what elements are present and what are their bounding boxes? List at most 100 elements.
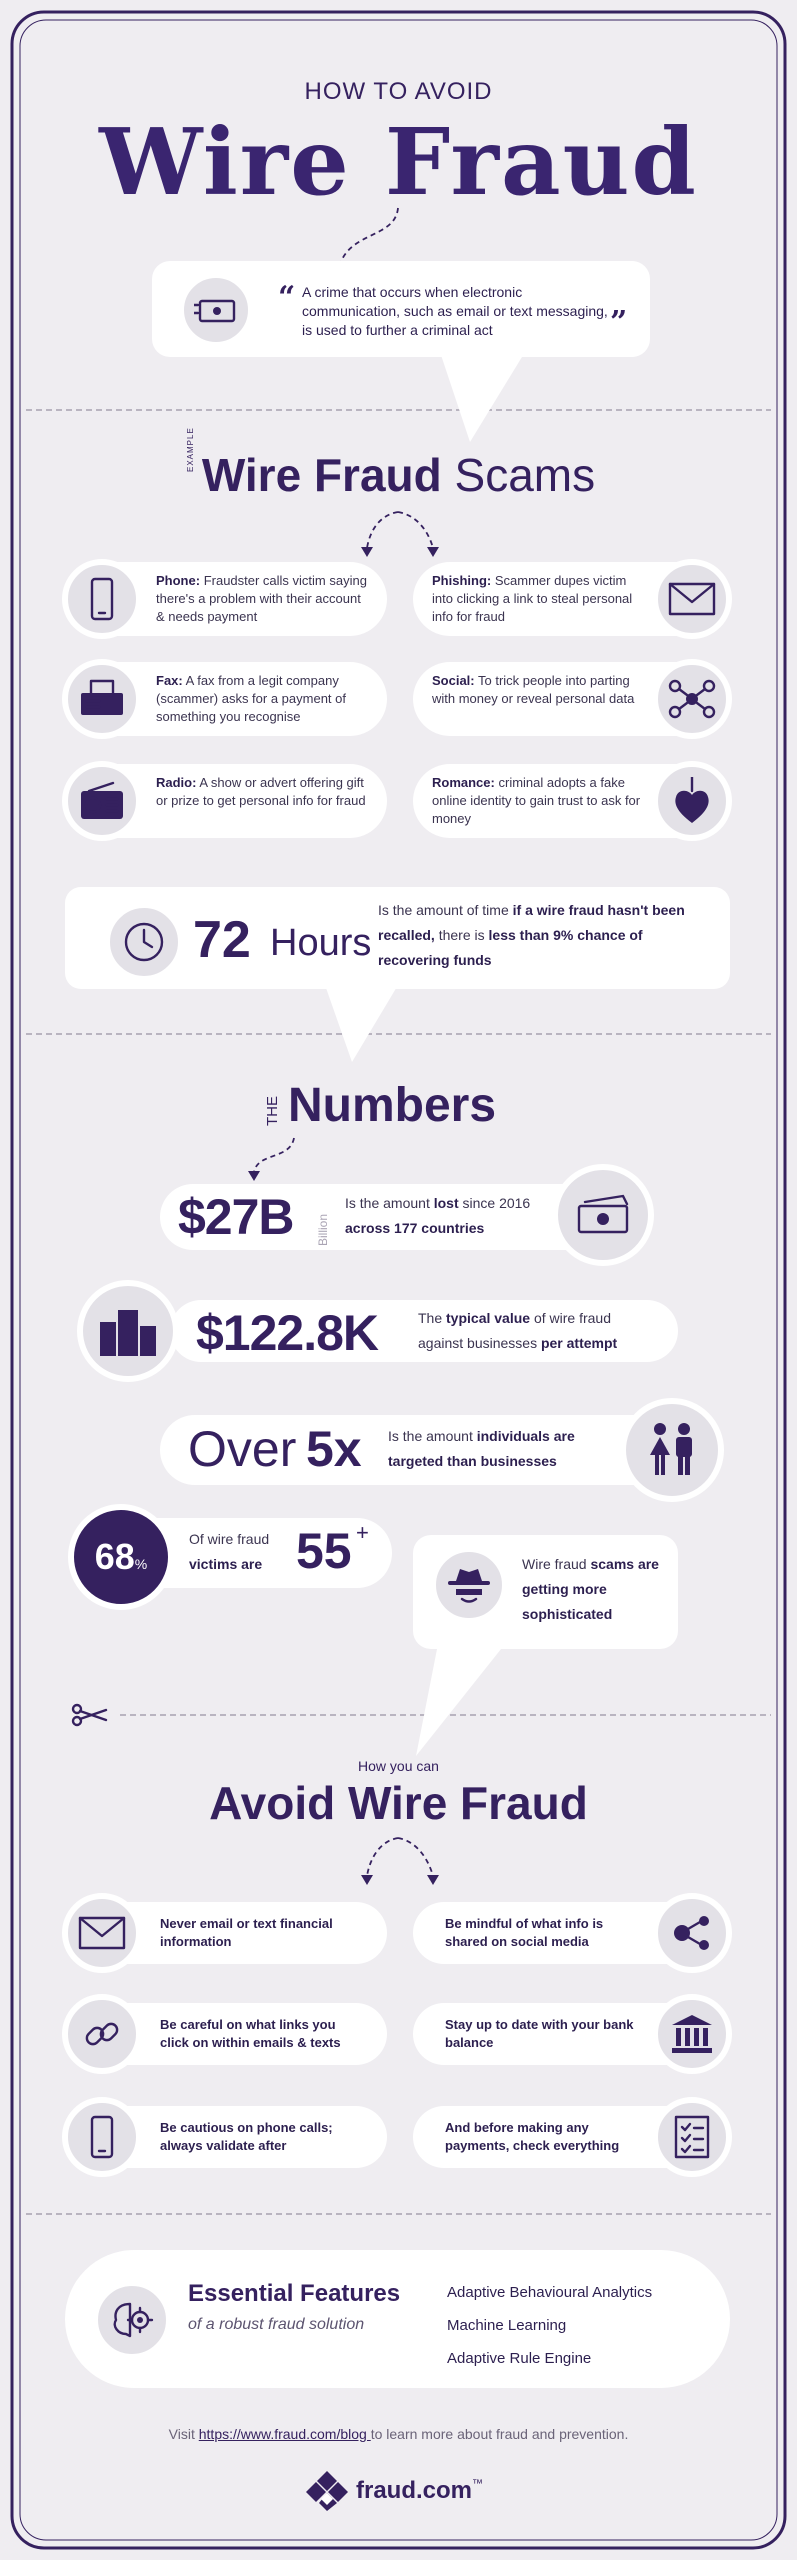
- text-segment: since 2016: [458, 1195, 531, 1211]
- buildings-icon: [77, 1280, 179, 1382]
- scam-name: Romance:: [432, 775, 495, 790]
- features-subtitle: of a robust fraud solution: [188, 2316, 365, 2333]
- brand-logo: fraud.com ™: [306, 2470, 483, 2512]
- scam-desc: A show or advert offering gift or prize …: [156, 775, 366, 808]
- scam-text: Social: To trick people into parting wit…: [432, 672, 647, 708]
- scams-title-bold: Wire Fraud: [201, 449, 442, 501]
- scam-text: Phone: Fraudster calls victim saying the…: [156, 572, 371, 626]
- brand-name: fraud.com: [356, 2477, 473, 2504]
- definition-text: A crime that occurs when electronic comm…: [302, 284, 608, 338]
- footer-before: Visit: [168, 2426, 199, 2442]
- text-segment: individuals are targeted than businesses: [388, 1428, 575, 1469]
- feature-item: Machine Learning: [447, 2317, 567, 2334]
- scam-name: Social:: [432, 673, 475, 688]
- frame-outer: [10, 10, 787, 2550]
- text-segment: across 177 countries: [345, 1219, 485, 1236]
- tip-text: Never email or text financial informatio…: [160, 1916, 333, 1950]
- features-box: [65, 2250, 730, 2388]
- row-icon: [62, 2097, 142, 2177]
- kicker: HOW TO AVOID: [304, 78, 493, 105]
- tip-text: Stay up to date with your bank balance: [445, 2017, 634, 2051]
- stat1-unit: Billion: [316, 1213, 330, 1246]
- feature-item: Adaptive Rule Engine: [447, 2350, 592, 2367]
- scam-desc: Scammer dupes victim into clicking a lin…: [432, 573, 633, 624]
- hours-number: 72: [193, 911, 251, 969]
- tip-text: And before making any payments, check ev…: [445, 2120, 620, 2154]
- row-icon: [652, 761, 732, 841]
- stat4-text: Of wire fraud victims are: [189, 1527, 299, 1576]
- open-quote: “: [278, 280, 296, 315]
- text-segment: lost: [433, 1195, 459, 1211]
- people-icon: [620, 1398, 724, 1502]
- row-icon: [652, 2097, 732, 2177]
- hours-text: Is the amount of time if a wire fraud ha…: [378, 898, 708, 974]
- stat4-age-suffix: +: [356, 1520, 369, 1545]
- blog-link[interactable]: https://www.fraud.com/blog: [198, 2426, 371, 2442]
- footer-after: to learn more about fraud and prevention…: [370, 2426, 629, 2442]
- footer-visit: Visit https://www.fraud.com/blog to lear…: [0, 2426, 797, 2442]
- brand-tm: ™: [472, 2478, 484, 2490]
- scam-desc: A fax from a legit company (scammer) ask…: [156, 673, 346, 724]
- stat1-text: Is the amount lost since 2016 across 177…: [345, 1191, 545, 1240]
- stat3-figure: 5x: [306, 1421, 362, 1477]
- row-icon: [652, 1893, 732, 1973]
- dashed-arrows: [253, 207, 434, 1877]
- stat3-text: Is the amount individuals are targeted t…: [388, 1424, 618, 1473]
- hours-unit: Hours: [270, 922, 372, 964]
- text-segment: The: [418, 1310, 447, 1326]
- stat3-pill: [160, 1415, 680, 1485]
- text-segment: typical value: [446, 1310, 531, 1326]
- tip-text: Be cautious on phone calls; always valid…: [160, 2120, 333, 2154]
- features-title: Essential Features: [188, 2280, 401, 2307]
- stat5-text: Wire fraud scams are getting more sophis…: [522, 1552, 662, 1628]
- row-icon: [652, 659, 732, 739]
- stat2-text: The typical value of wire fraud against …: [418, 1306, 658, 1355]
- row-icon: [62, 659, 142, 739]
- scam-text: Radio: A show or advert offering gift or…: [156, 774, 371, 810]
- scam-desc: criminal adopts a fake online identity t…: [432, 775, 641, 826]
- text-segment: Is the amount: [388, 1428, 477, 1444]
- text-segment: there is: [434, 927, 489, 944]
- text-segment: Of wire fraud: [189, 1531, 270, 1547]
- stat4-figure: 68: [94, 1536, 135, 1577]
- tip-text: Be mindful of what info is shared on soc…: [445, 1916, 604, 1950]
- spy-icon: [430, 1546, 508, 1624]
- row-icon: [62, 1893, 142, 1973]
- row-icon: [62, 1994, 142, 2074]
- numbers-title: Numbers: [288, 1079, 497, 1132]
- percent-badge: 68%: [68, 1504, 174, 1610]
- stat4-age: 55: [296, 1523, 352, 1579]
- tip-text: Be careful on what links you click on wi…: [160, 2017, 341, 2051]
- avoid-title: Avoid Wire Fraud: [209, 1777, 588, 1829]
- text-segment: if a wire fraud hasn't been recalled,: [378, 902, 685, 944]
- stat2-pill: [170, 1300, 678, 1362]
- avoid-kicker: How you can: [358, 1758, 439, 1774]
- text-segment: less than 9% chance of recovering funds: [378, 927, 643, 969]
- stat3-prefix: Over: [188, 1421, 297, 1477]
- scam-desc: Fraudster calls victim saying there's a …: [156, 573, 367, 624]
- scam-text: Romance: criminal adopts a fake online i…: [432, 774, 647, 828]
- row-icon: [62, 559, 142, 639]
- features-list: Adaptive Behavioural Analytics Machine Le…: [447, 2276, 652, 2375]
- frame-inner: [19, 19, 778, 2541]
- scam-name: Phone:: [156, 573, 201, 588]
- stat1-figure: $27B: [178, 1189, 295, 1245]
- close-quote: ”: [610, 305, 628, 340]
- text-segment: Wire fraud: [522, 1556, 591, 1572]
- text-segment: per attempt: [540, 1334, 618, 1351]
- text-segment: Is the amount: [345, 1195, 434, 1211]
- scam-desc: To trick people into parting with money …: [432, 673, 635, 706]
- clock-icon: [104, 902, 184, 982]
- brand-mark: [306, 2471, 348, 2511]
- scam-text: Fax: A fax from a legit company (scammer…: [156, 672, 371, 726]
- scissors-icon: [71, 1703, 108, 1727]
- scams-title-light: Scams: [454, 449, 596, 501]
- row-icon: [62, 761, 142, 841]
- scam-name: Phishing:: [432, 573, 492, 588]
- row-icon: [652, 1994, 732, 2074]
- scam-text: Phishing: Scammer dupes victim into clic…: [432, 572, 647, 626]
- money-icon: [178, 272, 254, 348]
- text-segment: Is the amount of time: [378, 902, 513, 918]
- scam-name: Radio:: [156, 775, 197, 790]
